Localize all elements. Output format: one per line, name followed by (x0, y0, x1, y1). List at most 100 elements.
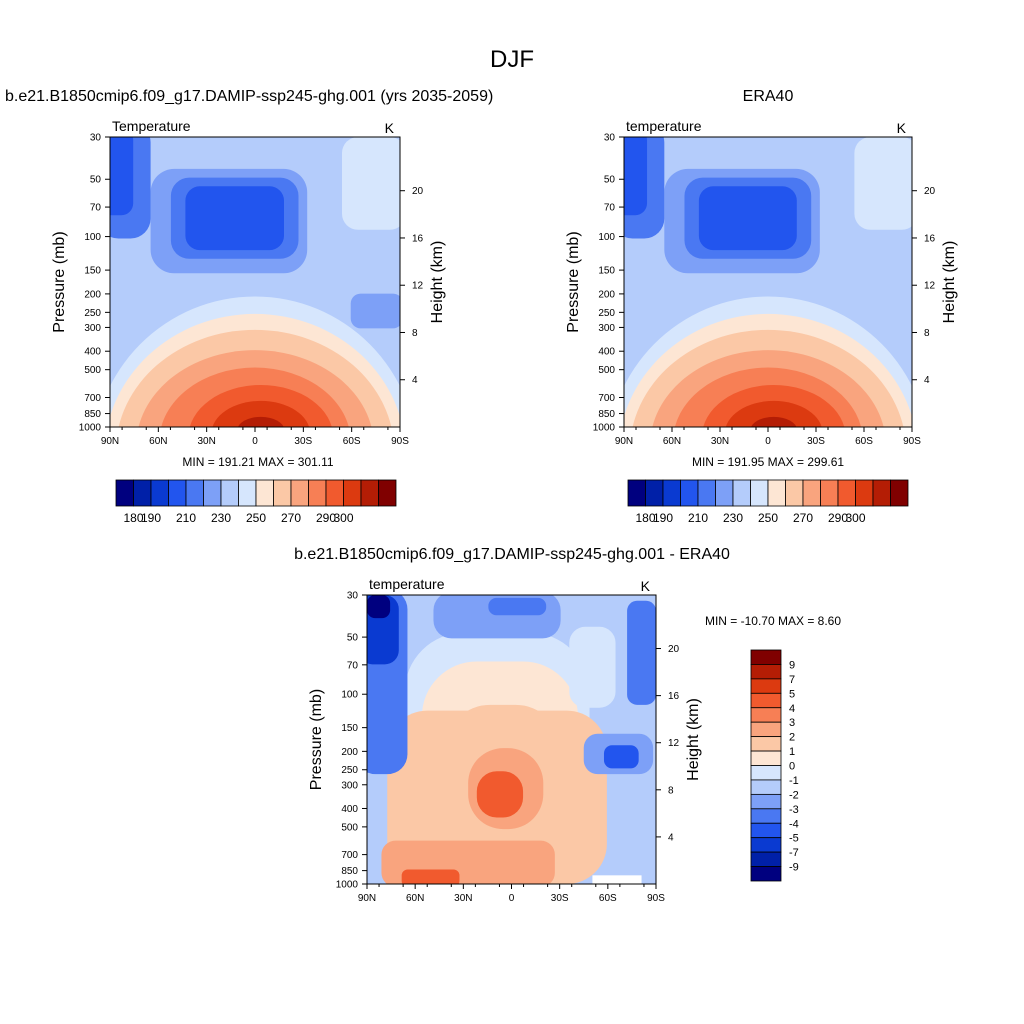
missing-data (592, 875, 642, 884)
y-tick-label: 400 (341, 804, 358, 815)
diff-contour-band (603, 745, 639, 769)
height-axis-label: Height (km) (941, 241, 958, 324)
colorbar-swatch (627, 479, 646, 507)
height-tick-label: 16 (412, 233, 424, 244)
cold-contour-band (624, 137, 648, 216)
colorbar-label: -7 (789, 847, 799, 859)
colorbar-label: 0 (789, 761, 795, 773)
x-tick-label: 90S (391, 436, 409, 447)
diff-contour-band (569, 626, 616, 708)
height-tick-label: 4 (924, 375, 930, 386)
warm-contour-band (212, 400, 310, 427)
y-tick-label: 300 (341, 780, 358, 791)
colorbar-swatch (732, 479, 751, 507)
panel-title: b.e21.B1850cmip6.f09_g17.DAMIP-ssp245-gh… (5, 88, 493, 105)
diff-contour-band (401, 869, 460, 884)
colorbar-swatch (750, 479, 769, 507)
colorbar-swatch (750, 664, 782, 680)
y-tick-label: 200 (341, 747, 358, 758)
colorbar-swatch (750, 808, 782, 824)
y-tick-label: 50 (604, 175, 616, 186)
colorbar-swatch (220, 479, 239, 507)
height-tick-label: 8 (668, 785, 674, 796)
x-tick-label: 30S (551, 893, 569, 904)
colorbar-swatch (750, 779, 782, 795)
colorbar-label: 9 (789, 659, 795, 671)
height-tick-label: 16 (924, 233, 936, 244)
x-tick-label: 60N (663, 436, 681, 447)
colorbar-label: 230 (723, 511, 743, 525)
colorbar-swatch (662, 479, 681, 507)
x-tick-label: 90S (903, 436, 921, 447)
x-tick-label: 0 (252, 436, 258, 447)
colorbar-swatch (343, 479, 362, 507)
colorbar-label: 180 (123, 511, 143, 525)
y-tick-label: 250 (598, 308, 615, 319)
x-tick-label: 30N (197, 436, 215, 447)
contour-field (624, 137, 912, 427)
right-string: K (385, 120, 395, 136)
colorbar-swatch (238, 479, 257, 507)
left-string: Temperature (112, 118, 191, 134)
colorbar-swatch (750, 837, 782, 853)
colorbar-swatch (820, 479, 839, 507)
colorbar-swatch (273, 479, 292, 507)
cold-contour-band (110, 137, 134, 216)
y-tick-label: 250 (84, 308, 101, 319)
y-tick-label: 70 (90, 203, 102, 214)
colorbar-label: 250 (758, 511, 778, 525)
colorbar-swatch (750, 692, 782, 709)
y-axis-label: Pressure (mb) (308, 689, 325, 790)
y-tick-label: 50 (347, 633, 359, 644)
colorbar-swatch (802, 479, 821, 507)
x-tick-label: 60N (149, 436, 167, 447)
diff-contour-band (476, 771, 524, 818)
colorbar-swatch (837, 479, 856, 507)
height-tick-label: 8 (412, 328, 418, 339)
height-tick-label: 8 (924, 328, 930, 339)
colorbar-label: 270 (793, 511, 813, 525)
cold-contour-band (185, 186, 284, 251)
colorbar-label: 180 (635, 511, 655, 525)
colorbar-swatch (750, 793, 782, 810)
colorbar-label: 230 (211, 511, 231, 525)
y-tick-label: 500 (598, 365, 615, 376)
height-tick-label: 20 (668, 644, 680, 655)
colorbar-label: 5 (789, 688, 795, 700)
colorbar-swatch (308, 479, 327, 507)
y-tick-label: 1000 (79, 423, 102, 434)
y-tick-label: 300 (598, 323, 615, 334)
colorbar-swatch (750, 822, 782, 839)
contour-field (110, 137, 400, 427)
colorbar-swatch (855, 479, 874, 507)
colorbar-swatch (680, 479, 699, 507)
colorbar-label: 210 (688, 511, 708, 525)
stats-label: MIN = 191.21 MAX = 301.11 (182, 455, 334, 469)
colorbar-swatch (133, 479, 152, 507)
x-tick-label: 60S (599, 893, 617, 904)
y-tick-label: 850 (341, 866, 358, 877)
x-tick-label: 0 (509, 893, 515, 904)
panel-1: 30 50 70 100 150 200 250 300 400 500 700 850 1000 20 1… (51, 118, 446, 447)
y-tick-label: 700 (84, 393, 101, 404)
y-tick-label: 70 (604, 203, 616, 214)
y-tick-label: 30 (90, 133, 102, 144)
diff-contour-band (367, 595, 391, 619)
x-tick-label: 60S (343, 436, 361, 447)
stats-label: MIN = -10.70 MAX = 8.60 (705, 614, 841, 628)
x-tick-label: 30S (294, 436, 312, 447)
panel-3: 30 50 70 100 150 200 250 300 400 500 700 850 1000 20 1… (308, 576, 702, 904)
y-tick-label: 150 (598, 266, 615, 277)
colorbar-swatch (767, 479, 786, 507)
x-tick-label: 60N (406, 893, 424, 904)
y-tick-label: 70 (347, 660, 359, 671)
diff-contour-band (627, 600, 656, 705)
colorbar-swatch (360, 479, 379, 507)
y-axis-label: Pressure (mb) (51, 231, 68, 332)
colorbar-swatch (750, 649, 782, 665)
colorbar-label: -3 (789, 804, 799, 816)
y-axis-label: Pressure (mb) (565, 231, 582, 332)
colorbar-label: 4 (789, 703, 795, 715)
